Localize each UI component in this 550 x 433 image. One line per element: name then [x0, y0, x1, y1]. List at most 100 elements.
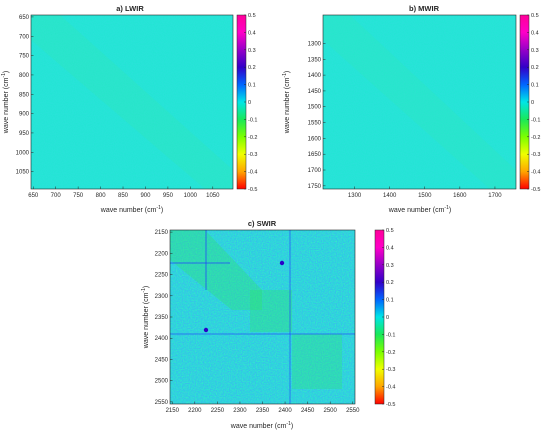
y-tick-label: 1300	[308, 41, 322, 47]
x-tick-label: 2300	[233, 408, 247, 414]
y-tick-label: 1350	[308, 57, 322, 63]
colorbar-tick-label: -0.3	[531, 152, 540, 158]
colorbar-tick-label: -0.4	[248, 170, 257, 176]
y-tick-label: 1500	[308, 105, 322, 111]
colorbar-tick-label: -0.3	[248, 152, 257, 158]
colorbar-tick-label: -0.2	[531, 135, 540, 141]
y-tick-label: 1450	[308, 89, 322, 95]
heatmap-noise	[31, 15, 233, 189]
colorbar-tick-label: 0.5	[531, 13, 539, 19]
colorbar-tick-label: 0.2	[531, 65, 539, 71]
y-tick-label: 1400	[308, 73, 322, 79]
y-axis-label: wave number (cm-1)	[1, 71, 10, 134]
diagonal-band	[323, 15, 516, 189]
panel-title: b) MWIR	[409, 4, 440, 13]
x-tick-label: 1050	[206, 193, 220, 199]
colorbar-tick-label: -0.2	[248, 135, 257, 141]
heatmap-noise-blue	[170, 230, 355, 404]
plot-frame	[30, 14, 234, 190]
x-tick-label: 1300	[348, 193, 362, 199]
y-axis-label: wave number (cm-1)	[141, 286, 150, 349]
x-tick-label: 1000	[184, 193, 198, 199]
colorbar-tick-label: 0	[531, 100, 534, 106]
x-tick-label: 2400	[278, 408, 292, 414]
plot-frame	[322, 14, 517, 190]
colorbar-tick-label: -0.1	[531, 117, 540, 123]
y-tick-label: 2200	[155, 251, 169, 257]
colorbar-tick-label: 0.3	[248, 48, 256, 54]
colorbar-tick-label: 0	[248, 100, 251, 106]
x-tick-label: 750	[73, 193, 84, 199]
x-axis-label: wave number (cm-1)	[230, 421, 293, 430]
colorbar-tick-label: 0.3	[531, 48, 539, 54]
y-tick-label: 1750	[308, 184, 322, 190]
y-tick-label: 2550	[155, 400, 169, 406]
colorbar-tick-label: -0.4	[531, 170, 540, 176]
y-tick-label: 1650	[308, 152, 322, 158]
x-axis-label: wave number (cm-1)	[100, 205, 163, 214]
y-tick-label: 2350	[155, 315, 169, 321]
colorbar-tick-label: -0.3	[386, 367, 395, 373]
x-tick-label: 2500	[324, 408, 338, 414]
heatmap-noise	[323, 15, 516, 189]
x-tick-label: 700	[51, 193, 62, 199]
colorbar-tick-label: -0.5	[386, 402, 395, 408]
x-tick-label: 2550	[346, 408, 360, 414]
x-tick-label: 2200	[188, 408, 202, 414]
colorbar-tick-label: -0.5	[531, 187, 540, 193]
y-tick-label: 750	[19, 54, 30, 60]
y-tick-label: 700	[19, 34, 30, 40]
x-tick-label: 1500	[418, 193, 432, 199]
x-tick-label: 900	[140, 193, 151, 199]
diagonal-band	[31, 15, 233, 189]
blue-lines	[170, 230, 355, 404]
y-tick-label: 1550	[308, 121, 322, 127]
colorbar-tick-label: -0.1	[386, 332, 395, 338]
y-axis-label: wave number (cm-1)	[282, 71, 291, 134]
x-tick-label: 2150	[166, 408, 180, 414]
x-tick-label: 2250	[211, 408, 225, 414]
y-tick-label: 2500	[155, 379, 169, 385]
y-tick-label: 1000	[16, 150, 30, 156]
colorbar-tick-label: -0.4	[386, 385, 395, 391]
x-tick-label: 1600	[453, 193, 467, 199]
x-tick-label: 650	[28, 193, 39, 199]
diagonal-block-upper	[170, 230, 262, 310]
colorbar-tick-label: 0.1	[386, 298, 394, 304]
y-tick-label: 1050	[16, 170, 30, 176]
colorbar-tick-label: 0.1	[531, 83, 539, 89]
x-tick-label: 1400	[383, 193, 397, 199]
y-tick-label: 2400	[155, 336, 169, 342]
y-tick-label: 1700	[308, 168, 322, 174]
x-tick-label: 2350	[256, 408, 270, 414]
x-tick-label: 950	[163, 193, 174, 199]
y-tick-label: 850	[19, 92, 30, 98]
colorbar-tick-label: -0.1	[248, 117, 257, 123]
panel-swir: c) SWIR 2150 2200 2250 2300 2350 2400 2450 2500…	[141, 219, 395, 430]
x-tick-label: 850	[118, 193, 129, 199]
panel-title: c) SWIR	[248, 219, 277, 228]
y-tick-label: 2300	[155, 294, 169, 300]
y-tick-label: 2150	[155, 230, 169, 236]
x-tick-label: 800	[96, 193, 107, 199]
colorbar-tick-label: 0.4	[248, 30, 256, 36]
x-tick-label: 2450	[301, 408, 315, 414]
diagonal-block-mid	[250, 290, 292, 332]
colorbar-tick-label: 0.5	[248, 13, 256, 19]
panel-title: a) LWIR	[116, 4, 144, 13]
colorbar-tick-label: -0.5	[248, 187, 257, 193]
y-tick-label: 950	[19, 131, 30, 137]
colorbar-tick-label: 0.4	[531, 30, 539, 36]
panel-mwir: b) MWIR 1300 1400 1500 1600 1700 1300 1350 140…	[282, 4, 540, 214]
colorbar-tick-label: 0.2	[386, 280, 394, 286]
colorbar-tick-label: 0	[386, 315, 389, 321]
diagonal-block-lower	[292, 334, 342, 389]
x-axis-label: wave number (cm-1)	[388, 205, 451, 214]
colorbar-tick-label: 0.2	[248, 65, 256, 71]
colorbar-tick-label: 0.4	[386, 245, 394, 251]
y-tick-label: 900	[19, 112, 30, 118]
x-tick-label: 1700	[488, 193, 502, 199]
y-tick-label: 2250	[155, 273, 169, 279]
colorbar-tick-label: -0.2	[386, 350, 395, 356]
